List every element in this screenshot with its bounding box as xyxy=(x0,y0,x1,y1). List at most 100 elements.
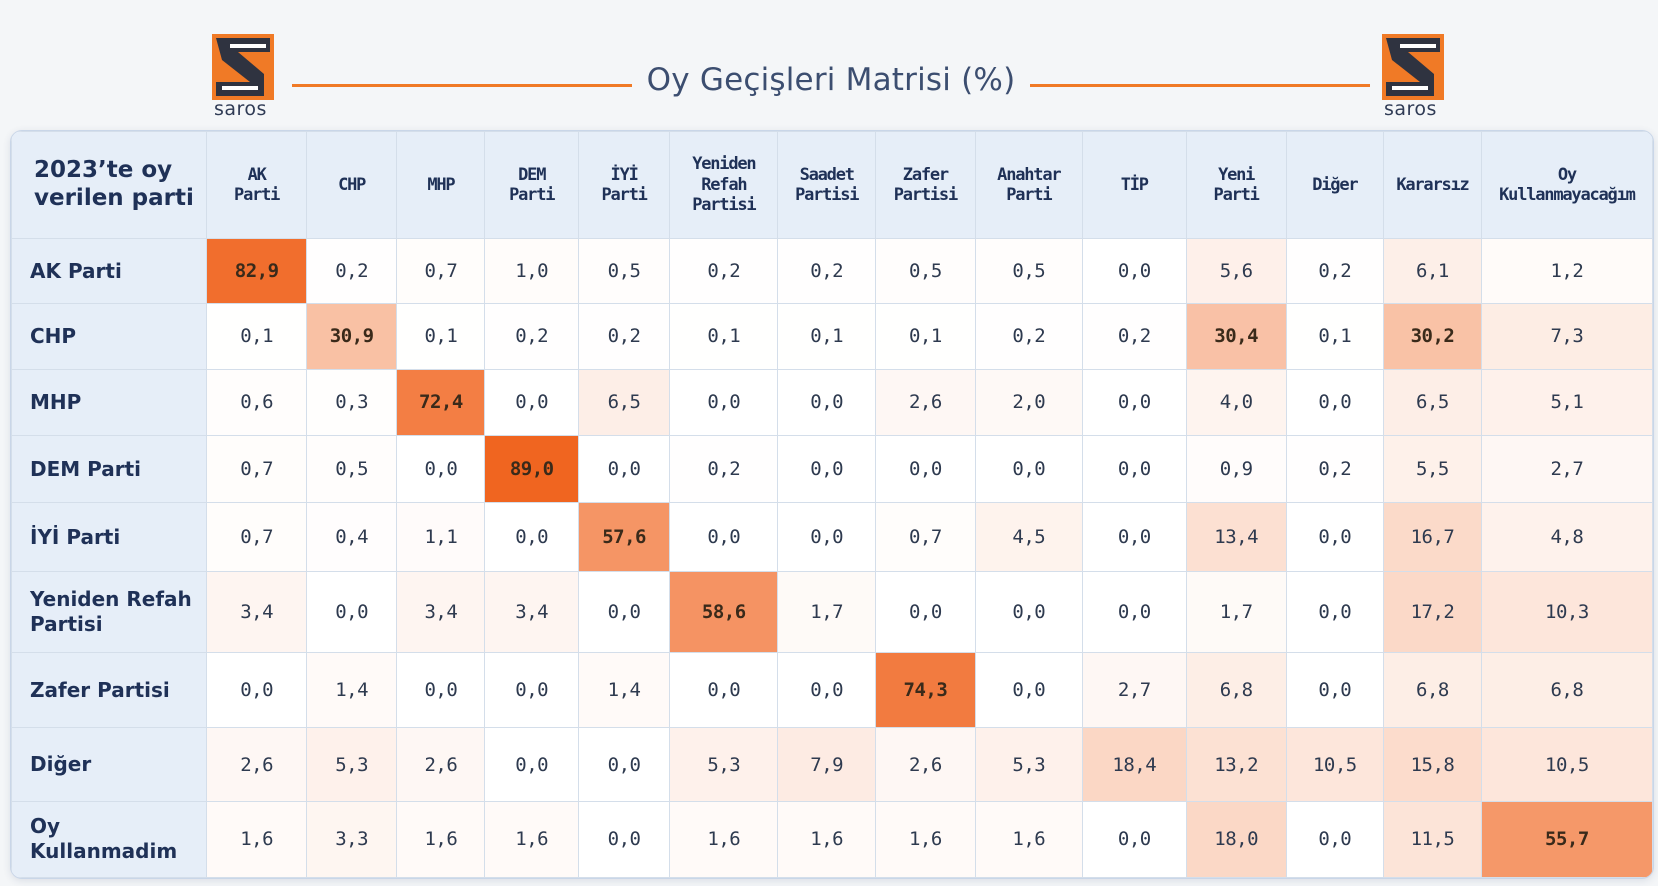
matrix-cell: 10,5 xyxy=(1480,727,1653,802)
matrix-table: 2023’te oy verilen parti AK Parti CHP MHP D… xyxy=(11,131,1653,878)
matrix-cell: 3,4 xyxy=(396,570,486,654)
matrix-cell: 0,2 xyxy=(484,303,579,370)
matrix-cell: 0,4 xyxy=(306,502,398,572)
matrix-cell: 1,6 xyxy=(974,800,1083,878)
matrix-cell: 0,0 xyxy=(669,502,779,572)
saros-logo-icon xyxy=(1382,34,1444,100)
matrix-cell: 0,0 xyxy=(875,434,976,504)
matrix-cell: 1,0 xyxy=(484,237,579,305)
matrix-cell: 5,3 xyxy=(306,727,398,802)
matrix-cell: 0,0 xyxy=(777,434,877,504)
matrix-cell: 0,0 xyxy=(1081,368,1187,436)
row-label: İYİ Parti xyxy=(11,502,208,572)
matrix-cell: 6,5 xyxy=(577,368,671,436)
matrix-cell: 0,2 xyxy=(777,237,877,305)
row-label: Oy Kullanmadim xyxy=(11,800,208,878)
matrix-cell: 0,1 xyxy=(206,303,308,370)
matrix-cell: 0,0 xyxy=(577,800,671,878)
matrix-cell: 30,2 xyxy=(1383,303,1482,370)
matrix-cell: 5,3 xyxy=(669,727,779,802)
matrix-cell: 0,0 xyxy=(777,368,877,436)
matrix-cell: 0,0 xyxy=(577,570,671,654)
matrix-cell: 0,1 xyxy=(875,303,976,370)
matrix-cell: 1,1 xyxy=(396,502,486,572)
transition-matrix: 2023’te oy verilen parti AK Parti CHP MHP D… xyxy=(10,130,1654,879)
header: saros Oy Geçişleri Matrisi (%) saros xyxy=(0,0,1658,128)
matrix-cell: 0,0 xyxy=(396,652,486,729)
matrix-cell: 0,0 xyxy=(1081,237,1187,305)
matrix-cell: 1,7 xyxy=(1185,570,1287,654)
matrix-cell: 82,9 xyxy=(206,237,308,305)
matrix-cell: 4,0 xyxy=(1185,368,1287,436)
column-header: AK Parti xyxy=(206,131,308,239)
matrix-cell: 0,0 xyxy=(484,502,579,572)
matrix-cell: 0,0 xyxy=(974,434,1083,504)
column-header: Zafer Partisi xyxy=(875,131,976,239)
matrix-cell: 0,5 xyxy=(577,237,671,305)
matrix-cell: 1,4 xyxy=(577,652,671,729)
matrix-cell: 0,2 xyxy=(669,434,779,504)
matrix-cell: 0,5 xyxy=(974,237,1083,305)
matrix-cell: 0,1 xyxy=(396,303,486,370)
header-row: 2023’te oy verilen parti AK Parti CHP MHP D… xyxy=(11,131,1653,239)
column-header: Yeniden Refah Partisi xyxy=(669,131,779,239)
column-header: Yeni Parti xyxy=(1185,131,1287,239)
matrix-cell: 5,5 xyxy=(1383,434,1482,504)
table-row: İYİ Parti 0,7 0,4 1,1 0,0 57,6 0,0 0,0 0,7 4,5 0,0… xyxy=(11,502,1653,572)
matrix-cell: 4,8 xyxy=(1480,502,1653,572)
matrix-cell: 0,7 xyxy=(396,237,486,305)
matrix-cell: 0,0 xyxy=(484,368,579,436)
matrix-cell: 0,0 xyxy=(974,570,1083,654)
matrix-cell: 5,1 xyxy=(1480,368,1653,436)
matrix-cell: 0,1 xyxy=(777,303,877,370)
table-row: Diğer 2,6 5,3 2,6 0,0 0,0 5,3 7,9 2,6 5,3 18,4 13,2… xyxy=(11,727,1653,802)
matrix-cell: 1,6 xyxy=(206,800,308,878)
matrix-cell: 2,6 xyxy=(396,727,486,802)
column-header: İYİ Parti xyxy=(577,131,671,239)
matrix-cell: 18,4 xyxy=(1081,727,1187,802)
matrix-cell: 57,6 xyxy=(577,502,671,572)
matrix-cell: 0,2 xyxy=(1285,237,1385,305)
saros-logo-left: saros xyxy=(212,34,284,124)
matrix-cell: 2,7 xyxy=(1480,434,1653,504)
matrix-cell: 18,0 xyxy=(1185,800,1287,878)
matrix-cell: 0,0 xyxy=(1081,502,1187,572)
row-label: AK Parti xyxy=(11,237,208,305)
column-header: MHP xyxy=(396,131,486,239)
row-label: Yeniden Refah Partisi xyxy=(11,570,208,654)
matrix-cell: 0,0 xyxy=(1285,368,1385,436)
matrix-cell: 10,5 xyxy=(1285,727,1385,802)
column-header: Saadet Partisi xyxy=(777,131,877,239)
matrix-cell: 0,6 xyxy=(206,368,308,436)
matrix-cell: 30,4 xyxy=(1185,303,1287,370)
matrix-cell: 0,2 xyxy=(669,237,779,305)
column-header: Anahtar Parti xyxy=(974,131,1083,239)
row-label: CHP xyxy=(11,303,208,370)
matrix-cell: 0,0 xyxy=(875,570,976,654)
logo-text: saros xyxy=(214,98,267,120)
corner-label: 2023’te oy verilen parti xyxy=(11,131,208,239)
matrix-cell: 58,6 xyxy=(669,570,779,654)
matrix-cell: 0,7 xyxy=(206,434,308,504)
matrix-cell: 3,4 xyxy=(484,570,579,654)
matrix-cell: 0,0 xyxy=(484,652,579,729)
table-row: DEM Parti 0,7 0,5 0,0 89,0 0,0 0,2 0,0 0,0 0,0 0,0… xyxy=(11,434,1653,504)
matrix-cell: 0,1 xyxy=(1285,303,1385,370)
page-title: Oy Geçişleri Matrisi (%) xyxy=(646,62,1016,98)
matrix-cell: 0,0 xyxy=(1285,800,1385,878)
matrix-cell: 6,1 xyxy=(1383,237,1482,305)
matrix-cell: 0,0 xyxy=(577,434,671,504)
matrix-cell: 3,3 xyxy=(306,800,398,878)
matrix-cell: 5,3 xyxy=(974,727,1083,802)
column-header: CHP xyxy=(306,131,398,239)
matrix-cell: 0,0 xyxy=(777,502,877,572)
matrix-cell: 0,0 xyxy=(577,727,671,802)
table-row: Zafer Partisi 0,0 1,4 0,0 0,0 1,4 0,0 0,0 74,3 0,… xyxy=(11,652,1653,729)
matrix-cell: 10,3 xyxy=(1480,570,1653,654)
table-row: AK Parti 82,9 0,2 0,7 1,0 0,5 0,2 0,2 0,5 0,5 0,0 5… xyxy=(11,237,1653,305)
matrix-cell: 0,2 xyxy=(1285,434,1385,504)
column-header: DEM Parti xyxy=(484,131,579,239)
logo-text: saros xyxy=(1384,98,1437,120)
row-label: Diğer xyxy=(11,727,208,802)
matrix-cell: 0,0 xyxy=(777,652,877,729)
